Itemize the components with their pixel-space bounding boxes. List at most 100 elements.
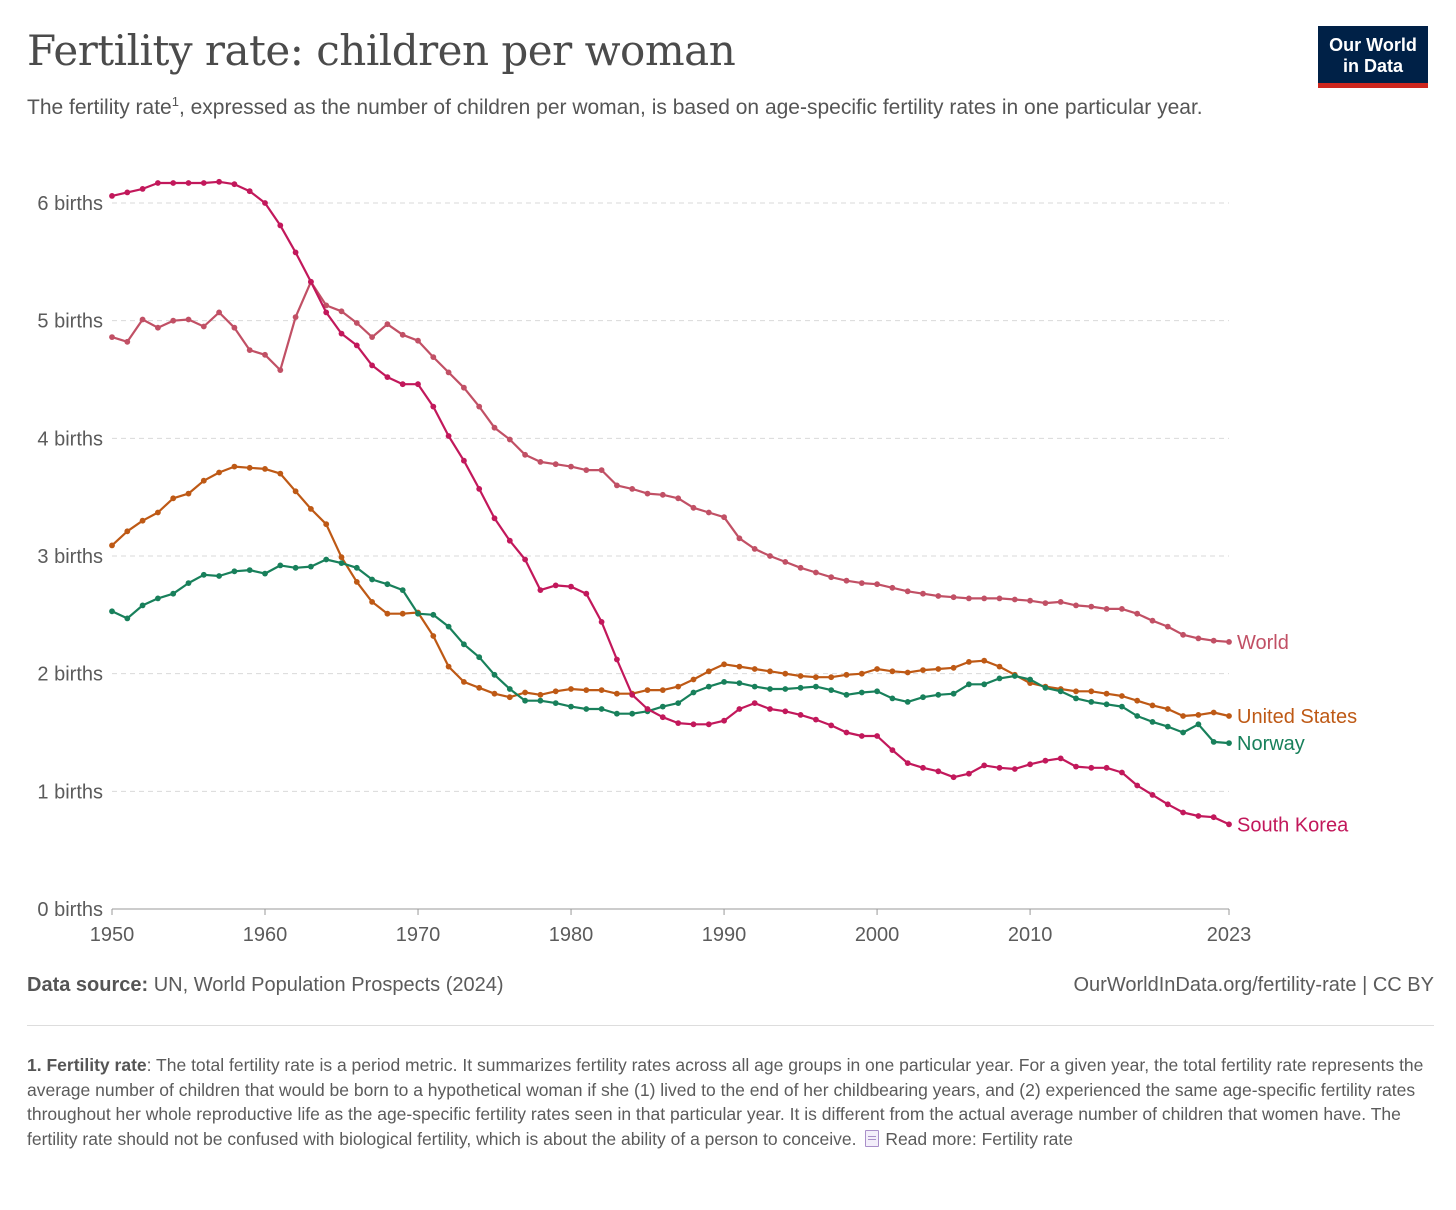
data-point[interactable]	[721, 514, 727, 521]
data-point[interactable]	[537, 691, 544, 698]
data-point[interactable]	[1210, 709, 1217, 716]
data-point[interactable]	[904, 760, 911, 766]
data-point[interactable]	[797, 673, 804, 679]
license-link[interactable]: OurWorldInData.org/fertility-rate | CC B…	[1073, 974, 1435, 996]
data-point[interactable]	[262, 200, 268, 206]
data-point[interactable]	[216, 573, 223, 579]
data-point[interactable]	[675, 700, 682, 706]
data-point[interactable]	[262, 570, 268, 577]
data-source-text[interactable]: UN, World Population Prospects (2024)	[153, 974, 504, 996]
data-point[interactable]	[139, 316, 146, 323]
data-point[interactable]	[1134, 610, 1141, 617]
data-point[interactable]	[1195, 813, 1202, 819]
data-point[interactable]	[231, 181, 238, 188]
data-point[interactable]	[552, 688, 559, 695]
data-point[interactable]	[170, 495, 177, 502]
data-point[interactable]	[1011, 673, 1018, 679]
data-point[interactable]	[659, 714, 666, 721]
data-point[interactable]	[736, 535, 743, 542]
data-point[interactable]	[353, 320, 360, 326]
data-point[interactable]	[155, 180, 161, 186]
data-point[interactable]	[675, 495, 682, 502]
data-point[interactable]	[200, 477, 207, 484]
data-point[interactable]	[721, 661, 727, 668]
data-point[interactable]	[935, 593, 942, 599]
data-point[interactable]	[614, 690, 620, 697]
data-point[interactable]	[399, 381, 406, 388]
data-point[interactable]	[109, 334, 115, 340]
data-point[interactable]	[782, 708, 789, 715]
data-point[interactable]	[124, 189, 131, 196]
data-point[interactable]	[583, 687, 590, 693]
data-point[interactable]	[537, 459, 544, 465]
data-point[interactable]	[506, 537, 513, 544]
data-point[interactable]	[1042, 757, 1049, 764]
data-point[interactable]	[1134, 697, 1141, 704]
data-point[interactable]	[1088, 764, 1095, 771]
data-point[interactable]	[1180, 713, 1186, 719]
data-point[interactable]	[736, 663, 743, 670]
data-point[interactable]	[415, 381, 421, 388]
data-point[interactable]	[920, 764, 926, 771]
data-point[interactable]	[1149, 792, 1156, 798]
data-point[interactable]	[659, 703, 666, 710]
data-point[interactable]	[690, 676, 697, 683]
data-point[interactable]	[170, 317, 177, 324]
series-label[interactable]: United States	[1237, 706, 1357, 728]
data-point[interactable]	[920, 590, 926, 597]
data-point[interactable]	[614, 482, 620, 489]
data-point[interactable]	[1057, 688, 1064, 695]
data-point[interactable]	[1210, 814, 1217, 821]
data-point[interactable]	[644, 706, 651, 712]
data-point[interactable]	[109, 608, 115, 615]
data-point[interactable]	[950, 774, 957, 781]
data-point[interactable]	[1057, 599, 1064, 605]
data-point[interactable]	[797, 684, 804, 691]
data-point[interactable]	[1226, 639, 1232, 645]
data-point[interactable]	[415, 337, 421, 344]
data-point[interactable]	[292, 488, 299, 495]
data-point[interactable]	[200, 323, 207, 330]
data-point[interactable]	[185, 316, 192, 323]
data-point[interactable]	[751, 666, 758, 672]
data-point[interactable]	[1088, 603, 1095, 610]
data-point[interactable]	[308, 506, 314, 512]
data-point[interactable]	[1195, 721, 1202, 728]
data-point[interactable]	[1103, 690, 1110, 697]
data-point[interactable]	[874, 733, 880, 739]
data-point[interactable]	[767, 686, 773, 692]
footnote-marker[interactable]: 1	[171, 94, 179, 109]
data-point[interactable]	[1226, 713, 1232, 719]
data-point[interactable]	[308, 278, 314, 285]
data-point[interactable]	[185, 180, 192, 186]
read-more-link[interactable]: Read more: Fertility rate	[885, 1128, 1074, 1149]
data-point[interactable]	[598, 467, 605, 473]
data-point[interactable]	[935, 666, 942, 672]
data-point[interactable]	[552, 700, 559, 706]
data-point[interactable]	[659, 491, 666, 498]
data-point[interactable]	[889, 668, 896, 675]
data-point[interactable]	[1119, 693, 1125, 699]
data-point[interactable]	[384, 374, 391, 380]
data-point[interactable]	[170, 180, 177, 186]
data-point[interactable]	[262, 351, 268, 358]
data-point[interactable]	[1180, 729, 1186, 736]
data-point[interactable]	[996, 663, 1003, 670]
data-point[interactable]	[522, 697, 528, 704]
data-point[interactable]	[797, 564, 804, 571]
series-line-united-states[interactable]	[111, 465, 1230, 718]
data-point[interactable]	[1119, 769, 1125, 776]
data-point[interactable]	[751, 683, 758, 690]
data-point[interactable]	[889, 584, 896, 591]
data-point[interactable]	[1195, 712, 1202, 718]
data-point[interactable]	[491, 690, 498, 697]
data-point[interactable]	[139, 517, 146, 524]
data-point[interactable]	[950, 690, 957, 697]
data-point[interactable]	[1011, 596, 1018, 603]
data-point[interactable]	[782, 686, 789, 692]
data-point[interactable]	[1164, 623, 1171, 630]
data-point[interactable]	[185, 490, 192, 497]
data-point[interactable]	[323, 302, 330, 309]
data-point[interactable]	[828, 722, 835, 729]
data-point[interactable]	[966, 770, 972, 777]
